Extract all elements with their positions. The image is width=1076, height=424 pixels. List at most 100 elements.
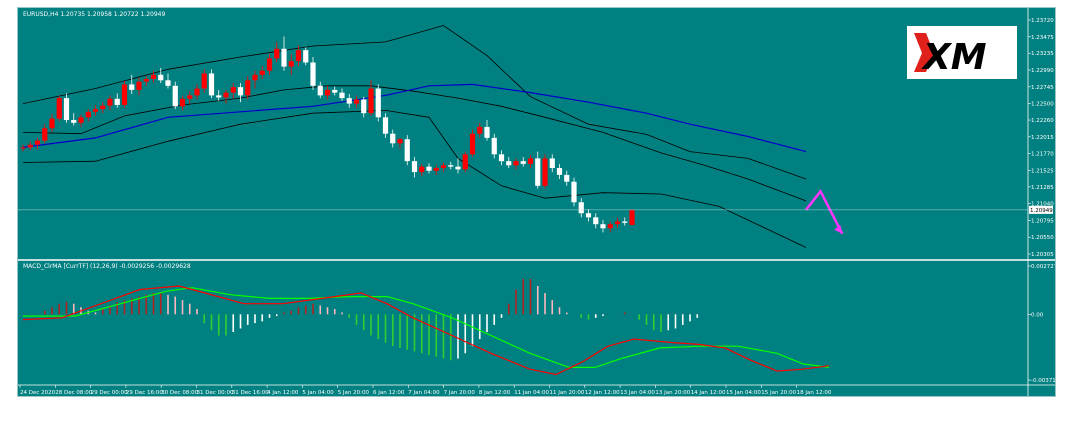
candle-body — [448, 165, 454, 167]
candle-body — [353, 99, 360, 104]
price-tick-label: 1.20550 — [1031, 235, 1054, 241]
candle-body — [172, 85, 178, 107]
time-tick-label: 8 Jan 12:00 — [479, 390, 511, 396]
chart-window[interactable]: EURUSD,H4 1.20735 1.20958 1.20722 1.2094… — [17, 7, 1063, 397]
candle-body — [477, 126, 483, 134]
macd-title: MACD_ClrMA [CurrTF] (12,26,9) -0.0029256… — [23, 263, 191, 270]
candle-body — [317, 85, 323, 96]
candle-body — [107, 98, 113, 106]
time-tick-label: 7 Jan 20:00 — [444, 390, 476, 396]
time-tick-label: 7 Jan 04:00 — [408, 390, 440, 396]
candle-body — [295, 50, 302, 62]
price-tick-label: 1.22015 — [1031, 135, 1054, 141]
candle-body — [136, 81, 142, 90]
candle-body — [404, 139, 410, 162]
price-tick-label: 1.23475 — [1031, 35, 1054, 41]
candle-body — [607, 224, 613, 229]
candle-body — [585, 213, 592, 218]
candle-body — [121, 84, 128, 105]
price-tick-label: 1.22260 — [1031, 118, 1054, 124]
macd-tick-label: 0.0027270 — [1031, 264, 1055, 270]
candle-body — [455, 166, 461, 170]
candle-body — [419, 166, 425, 173]
candle-body — [571, 181, 577, 203]
time-tick-label: 5 Jan 04:00 — [302, 390, 334, 396]
candle-body — [382, 117, 389, 134]
candle-body — [440, 165, 447, 169]
candle-body — [310, 62, 316, 86]
price-tick-label: 1.21770 — [1031, 152, 1054, 158]
bollinger-bands — [22, 25, 807, 248]
time-tick-label: 15 Jan 20:00 — [761, 390, 796, 396]
last-price-label: 1.20949 — [1030, 208, 1053, 214]
candle-body — [143, 78, 149, 82]
candle-body — [20, 147, 26, 149]
candle-body — [34, 140, 41, 145]
xm-logo-text: XM — [921, 37, 987, 78]
time-tick-label: 11 Jan 04:00 — [514, 390, 549, 396]
macd-tick-label: -0.0037100 — [1031, 378, 1055, 384]
candle-body — [216, 95, 222, 98]
candle-body — [179, 98, 186, 107]
candle-body — [281, 48, 287, 67]
candle-body — [549, 158, 555, 169]
candle-body — [194, 88, 200, 96]
candle-body — [208, 73, 215, 96]
candle-body — [56, 98, 62, 119]
candle-body — [324, 89, 331, 96]
time-tick-label: 14 Jan 12:00 — [691, 390, 726, 396]
candle-body — [92, 109, 99, 112]
candle-body — [63, 98, 70, 121]
candle-body — [259, 70, 265, 75]
forecast-arrow-head — [834, 224, 843, 234]
candle-body — [469, 133, 476, 155]
candle-body — [578, 202, 584, 214]
candle-body — [165, 80, 171, 86]
candle-body — [535, 158, 541, 186]
candle-body — [223, 92, 229, 98]
candle-body — [368, 88, 374, 114]
macd-main-line — [22, 285, 830, 376]
macd-histogram — [43, 278, 699, 361]
candle-body — [71, 120, 77, 123]
candle-body — [129, 84, 135, 90]
time-tick-label: 24 Dec 2020 — [20, 390, 56, 396]
candle-body — [390, 133, 396, 144]
price-tick-label: 1.21525 — [1031, 168, 1054, 174]
moving-average-line — [22, 83, 807, 153]
candle-body — [288, 61, 294, 67]
bollinger-upper-line — [22, 25, 807, 180]
macd-tick-label: 0.00 — [1031, 312, 1044, 318]
time-tick-label: 12 Jan 12:00 — [585, 390, 620, 396]
candle-body — [411, 161, 418, 173]
time-x-axis: 24 Dec 2020 28 Dec 08:0029 Dec 00:0029 De… — [19, 385, 832, 396]
candle-body — [600, 224, 606, 229]
candle-body — [274, 48, 280, 59]
candle-body — [346, 98, 352, 104]
candle-body — [375, 88, 381, 118]
candle-body — [397, 139, 403, 144]
candle-body — [245, 80, 251, 96]
candle-body — [498, 154, 505, 162]
candle-body — [332, 89, 338, 93]
candlesticks — [20, 36, 635, 233]
candle-body — [49, 118, 55, 129]
candle-body — [78, 117, 84, 123]
candle-body — [266, 58, 273, 71]
candle-body — [506, 161, 512, 166]
candle-body — [303, 50, 309, 63]
candle-body — [201, 73, 207, 89]
time-tick-label: 13 Jan 20:00 — [655, 390, 690, 396]
candle-body — [433, 168, 439, 171]
price-and-macd-chart[interactable]: EURUSD,H4 1.20735 1.20958 1.20722 1.2094… — [18, 8, 1063, 396]
candle-body — [85, 111, 91, 118]
candle-body — [491, 137, 497, 155]
candle-body — [564, 174, 570, 182]
bollinger-middle-line — [22, 85, 807, 202]
price-tick-label: 1.23720 — [1031, 18, 1054, 24]
candle-body — [42, 128, 48, 141]
candle-body — [27, 144, 33, 148]
price-tick-label: 1.23235 — [1031, 51, 1054, 57]
candle-body — [114, 98, 120, 105]
candle-body — [542, 158, 548, 186]
